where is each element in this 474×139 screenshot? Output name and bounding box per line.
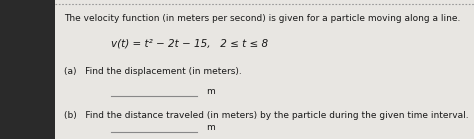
Text: m: m [206,87,215,96]
Text: (b)   Find the distance traveled (in meters) by the particle during the given ti: (b) Find the distance traveled (in meter… [64,111,469,120]
Bar [55,0,474,139]
Bar [0,0,55,139]
Text: (a)   Find the displacement (in meters).: (a) Find the displacement (in meters). [64,67,242,76]
Text: The velocity function (in meters per second) is given for a particle moving alon: The velocity function (in meters per sec… [64,14,460,23]
Text: m: m [206,123,215,132]
Text: v(t) = t² − 2t − 15,   2 ≤ t ≤ 8: v(t) = t² − 2t − 15, 2 ≤ t ≤ 8 [111,39,268,49]
